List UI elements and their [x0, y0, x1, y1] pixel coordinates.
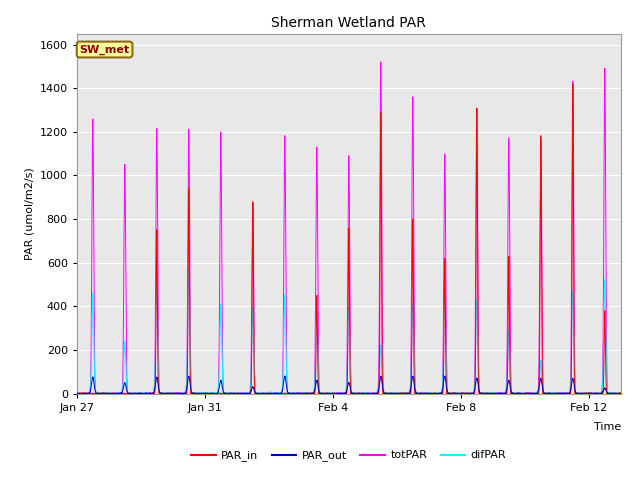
Y-axis label: PAR (umol/m2/s): PAR (umol/m2/s)	[24, 167, 34, 260]
Legend: PAR_in, PAR_out, totPAR, difPAR: PAR_in, PAR_out, totPAR, difPAR	[187, 446, 511, 466]
Title: Sherman Wetland PAR: Sherman Wetland PAR	[271, 16, 426, 30]
Text: Time: Time	[593, 422, 621, 432]
Text: SW_met: SW_met	[79, 44, 130, 55]
